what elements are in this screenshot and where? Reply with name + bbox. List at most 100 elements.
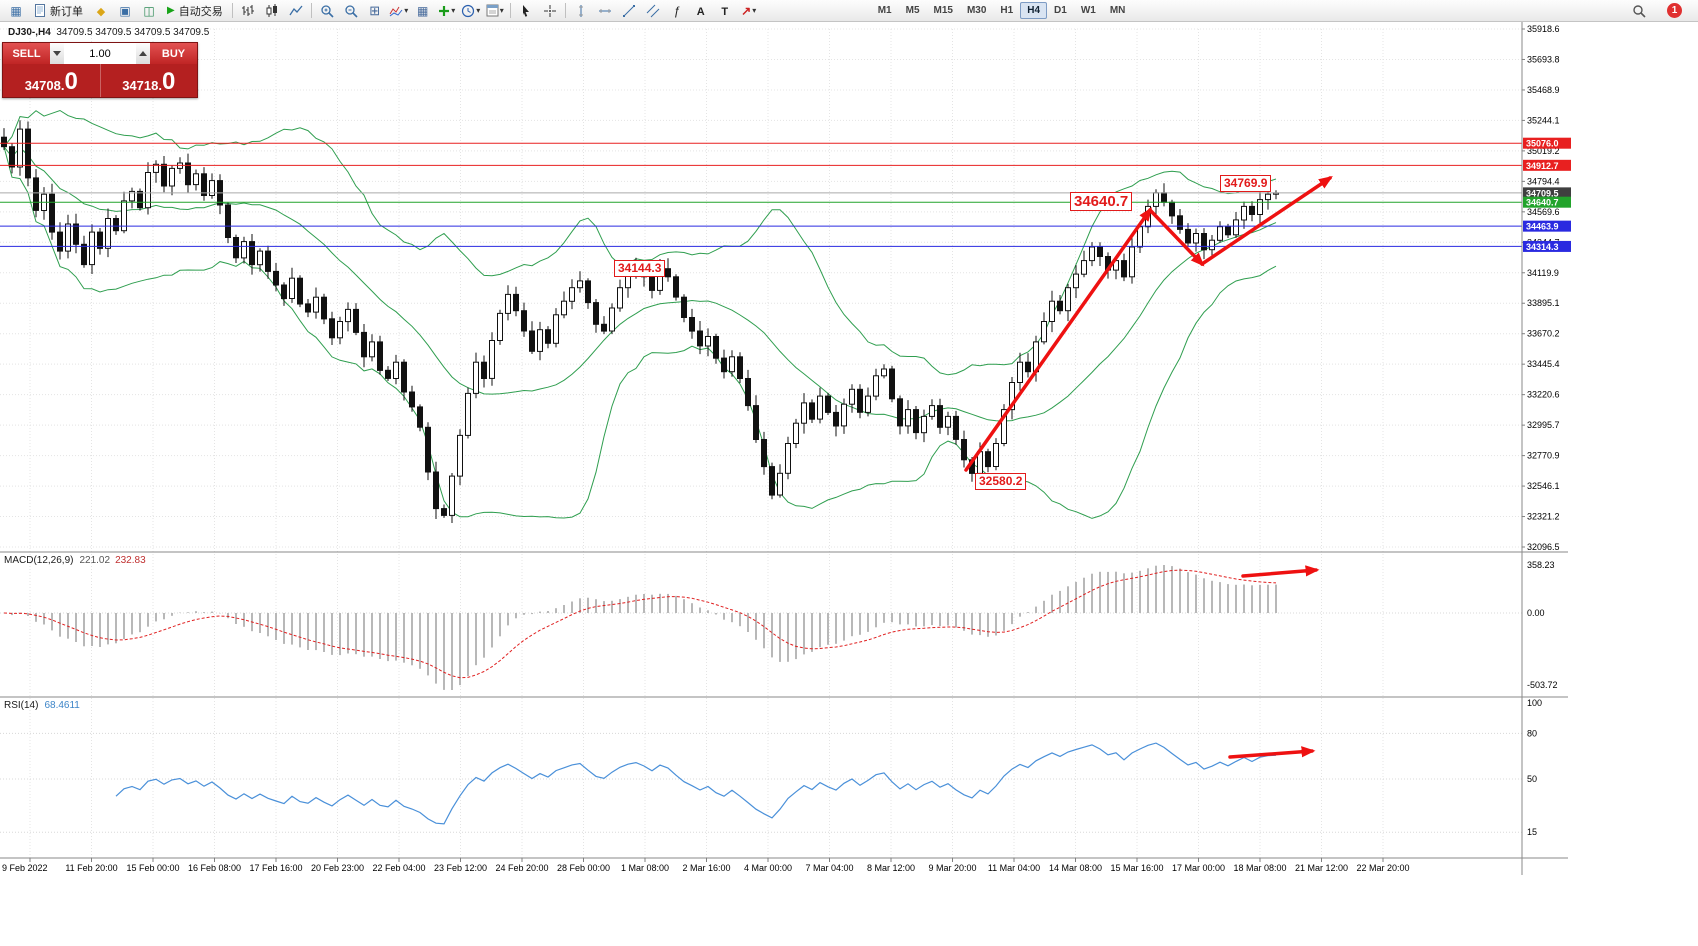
one-click-top-row: SELL BUY: [3, 43, 197, 64]
bars-chart-icon[interactable]: [236, 0, 260, 21]
svg-text:18 Mar 08:00: 18 Mar 08:00: [1233, 863, 1286, 873]
timeframe-m5[interactable]: M5: [905, 5, 920, 16]
svg-text:34569.6: 34569.6: [1527, 207, 1560, 217]
svg-text:33445.4: 33445.4: [1527, 359, 1560, 369]
rsi-panel[interactable]: [0, 732, 1522, 833]
sell-price-small: 34708.: [24, 78, 65, 93]
candles-layer[interactable]: [1, 120, 1279, 523]
svg-text:35076.0: 35076.0: [1526, 139, 1559, 149]
text-icon[interactable]: [689, 0, 713, 21]
price-annotation[interactable]: 34640.7: [1070, 192, 1133, 211]
svg-text:24 Feb 20:00: 24 Feb 20:00: [495, 863, 548, 873]
terminal-icon[interactable]: [113, 0, 137, 21]
svg-text:34794.4: 34794.4: [1527, 176, 1560, 186]
timeframe-m15[interactable]: M15: [933, 5, 953, 16]
buy-price[interactable]: 34718. 0: [99, 64, 198, 97]
svg-text:11 Mar 04:00: 11 Mar 04:00: [988, 863, 1040, 873]
line-chart-icon[interactable]: [284, 0, 308, 21]
macd-panel[interactable]: [0, 565, 1522, 690]
periods-icon[interactable]: [411, 0, 435, 21]
price-annotation[interactable]: 34769.9: [1220, 175, 1272, 192]
template-icon[interactable]: [483, 0, 507, 21]
tile-windows-icon[interactable]: [363, 0, 387, 21]
svg-text:1 Mar 08:00: 1 Mar 08:00: [621, 863, 669, 873]
toolbar-separator: [509, 3, 511, 18]
rsi-value: 68.4611: [44, 700, 80, 711]
volume-increase-button[interactable]: [136, 43, 150, 64]
time-axis[interactable]: 9 Feb 2022 11 Feb 20:00 15 Feb 00:00 16 Feb…: [2, 858, 1410, 873]
timeframe-m1[interactable]: M1: [877, 5, 892, 16]
zoom-out-icon[interactable]: [339, 0, 363, 21]
svg-text:358.23: 358.23: [1527, 560, 1555, 570]
rsi-header: RSI(14) 68.4611: [4, 700, 80, 711]
svg-text:4 Mar 00:00: 4 Mar 00:00: [744, 863, 792, 873]
timeframe-h4[interactable]: H4: [1020, 2, 1048, 19]
svg-text:33895.1: 33895.1: [1527, 298, 1560, 308]
price-annotation[interactable]: 32580.2: [975, 473, 1027, 490]
autotrading-button[interactable]: 自动交易: [161, 0, 229, 21]
channel-icon[interactable]: [641, 0, 665, 21]
vertical-line-icon[interactable]: [569, 0, 593, 21]
toolbar-separator: [564, 3, 566, 18]
svg-text:32321.2: 32321.2: [1527, 512, 1560, 522]
horizontal-line-icon[interactable]: [593, 0, 617, 21]
horizontal-lines[interactable]: [0, 142, 1522, 247]
volume-input[interactable]: [64, 43, 136, 64]
cursor-icon[interactable]: [514, 0, 538, 21]
sell-button[interactable]: SELL: [3, 43, 50, 64]
arrows-icon[interactable]: [737, 0, 761, 21]
volume-decrease-button[interactable]: [50, 43, 64, 64]
clock-icon[interactable]: [459, 0, 483, 21]
svg-text:14 Mar 08:00: 14 Mar 08:00: [1049, 863, 1102, 873]
candlestick-chart-icon[interactable]: [260, 0, 284, 21]
timeframe-h1[interactable]: H1: [1000, 5, 1014, 16]
buy-price-small: 34718.: [122, 78, 162, 93]
new-order-button[interactable]: 新订单: [28, 0, 89, 21]
sell-price[interactable]: 34708. 0: [3, 64, 100, 97]
svg-text:32546.1: 32546.1: [1527, 481, 1560, 491]
svg-text:34709.5: 34709.5: [1526, 188, 1559, 198]
label-icon[interactable]: [713, 0, 737, 21]
price-annotation[interactable]: 34144.3: [614, 260, 666, 277]
svg-text:35693.8: 35693.8: [1527, 54, 1560, 64]
trend-arrows[interactable]: [964, 176, 1333, 759]
add-indicator-icon[interactable]: [435, 0, 459, 21]
chart-canvas[interactable]: 35918.6 35693.8 35468.9 35244.1 35019.2 34794…: [0, 22, 1698, 946]
svg-text:9 Feb 2022: 9 Feb 2022: [2, 863, 48, 873]
svg-text:33670.2: 33670.2: [1527, 329, 1560, 339]
timeframe-w1[interactable]: W1: [1080, 5, 1096, 16]
ohlc-values: 34709.5 34709.5 34709.5 34709.5: [56, 27, 210, 38]
svg-text:15 Mar 16:00: 15 Mar 16:00: [1110, 863, 1163, 873]
symbol-timeframe-label: DJ30-,H4: [8, 27, 51, 38]
price-axis[interactable]: 35918.6 35693.8 35468.9 35244.1 35019.2 34794…: [1522, 24, 1571, 837]
svg-text:11 Feb 20:00: 11 Feb 20:00: [65, 863, 117, 873]
timeframe-mn[interactable]: MN: [1109, 5, 1126, 16]
triangle-down-icon: [53, 51, 61, 56]
timeframe-d1[interactable]: D1: [1054, 5, 1067, 16]
zoom-in-icon[interactable]: [315, 0, 339, 21]
svg-text:33220.6: 33220.6: [1527, 390, 1560, 400]
chart-window-icon[interactable]: [4, 0, 28, 21]
svg-text:34119.9: 34119.9: [1527, 268, 1559, 278]
crosshair-icon[interactable]: [538, 0, 562, 21]
indicator-list-icon[interactable]: [387, 0, 411, 21]
notification-badge[interactable]: 1: [1667, 3, 1682, 18]
strategy-tester-icon[interactable]: [137, 0, 161, 21]
svg-text:80: 80: [1527, 728, 1537, 738]
svg-text:8 Mar 12:00: 8 Mar 12:00: [867, 863, 915, 873]
svg-text:7 Mar 04:00: 7 Mar 04:00: [805, 863, 853, 873]
panel-dividers[interactable]: [0, 22, 1568, 875]
svg-text:28 Feb 00:00: 28 Feb 00:00: [557, 863, 610, 873]
svg-text:50: 50: [1527, 774, 1537, 784]
timeframe-m30[interactable]: M30: [966, 5, 987, 16]
macd-name: MACD(12,26,9): [4, 555, 74, 566]
search-icon[interactable]: [1627, 0, 1651, 21]
svg-text:22 Mar 20:00: 22 Mar 20:00: [1356, 863, 1409, 873]
buy-button[interactable]: BUY: [150, 43, 197, 64]
svg-text:35019.2: 35019.2: [1527, 146, 1560, 156]
navigator-icon[interactable]: [89, 0, 113, 21]
trendline-icon[interactable]: [617, 0, 641, 21]
fibonacci-icon[interactable]: [665, 0, 689, 21]
svg-text:16 Feb 08:00: 16 Feb 08:00: [188, 863, 241, 873]
svg-text:23 Feb 12:00: 23 Feb 12:00: [434, 863, 487, 873]
